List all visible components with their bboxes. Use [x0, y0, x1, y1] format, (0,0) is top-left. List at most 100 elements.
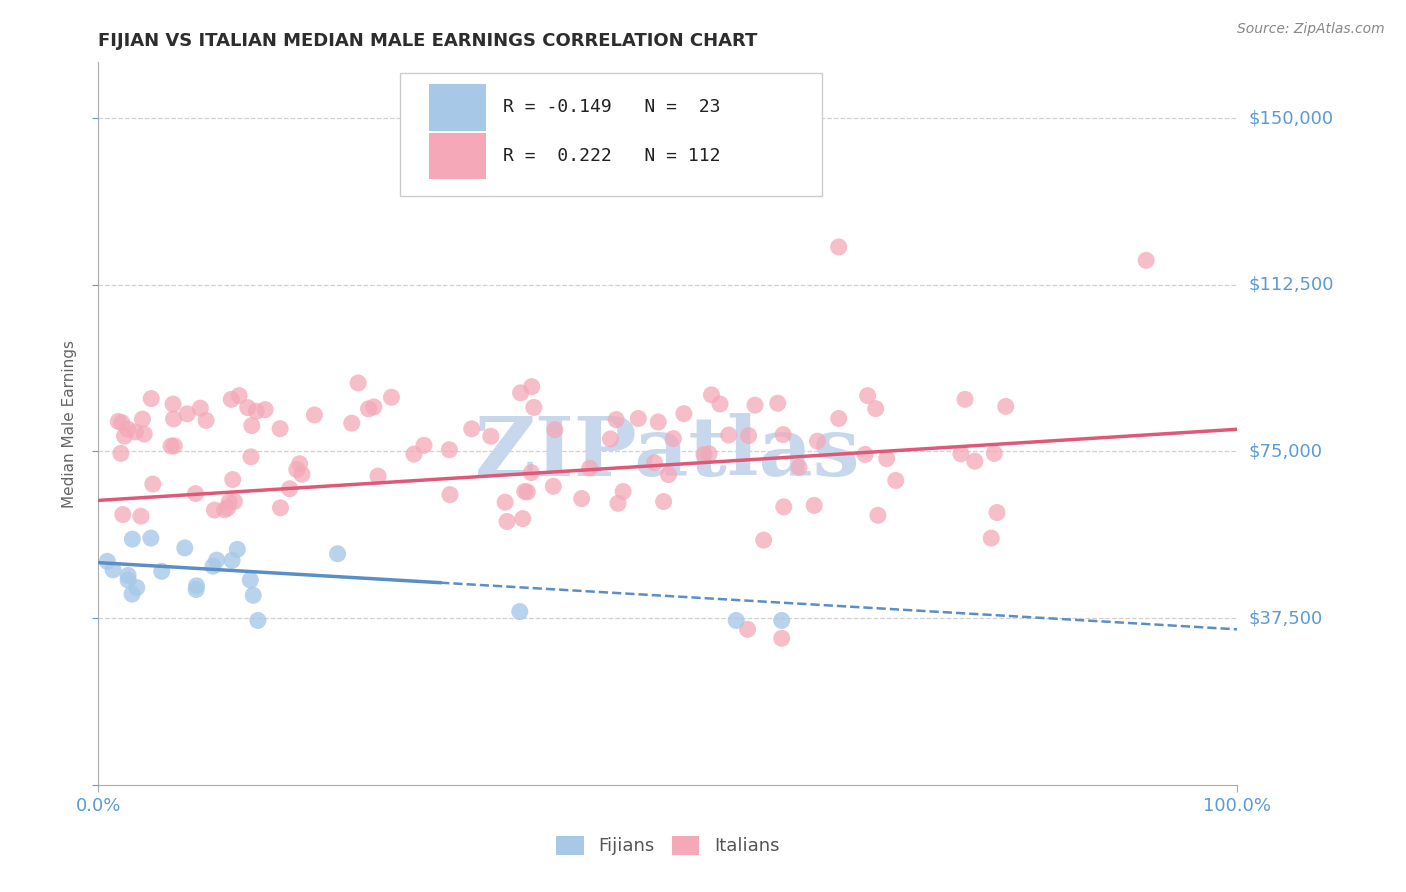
Point — [186, 582, 208, 597]
Point — [117, 573, 139, 587]
Point — [340, 416, 363, 430]
Point — [479, 429, 502, 443]
Point — [865, 401, 887, 416]
Point — [240, 418, 263, 433]
Point — [124, 425, 146, 439]
FancyBboxPatch shape — [429, 133, 485, 179]
Point — [866, 508, 889, 523]
Point — [228, 389, 250, 403]
Point — [150, 565, 173, 579]
Point — [544, 423, 567, 437]
Text: $75,000: $75,000 — [1249, 442, 1323, 460]
Point — [709, 397, 731, 411]
Point — [439, 442, 461, 457]
Point — [983, 446, 1005, 460]
Text: ZIPatlas: ZIPatlas — [475, 413, 860, 492]
Point — [509, 385, 531, 400]
Point — [367, 469, 389, 483]
Point — [803, 499, 825, 513]
Point — [828, 411, 851, 425]
Point — [125, 581, 148, 595]
Point — [876, 451, 898, 466]
Point — [693, 448, 716, 462]
Point — [121, 587, 143, 601]
Point — [513, 484, 536, 499]
Text: R =  0.222   N = 112: R = 0.222 N = 112 — [503, 147, 720, 165]
Point — [217, 500, 239, 515]
Point — [163, 439, 186, 453]
Point — [494, 495, 516, 509]
Point — [461, 422, 484, 436]
Point — [134, 427, 156, 442]
Point — [129, 509, 152, 524]
Point — [218, 495, 240, 509]
Point — [226, 542, 249, 557]
Point — [240, 450, 263, 464]
Point — [288, 457, 311, 471]
Point — [607, 496, 630, 510]
Point — [214, 502, 236, 516]
Point — [737, 623, 759, 637]
Point — [828, 240, 851, 254]
Point — [278, 482, 301, 496]
Point — [190, 401, 212, 416]
Point — [571, 491, 593, 506]
Point — [599, 432, 621, 446]
Point — [770, 632, 793, 646]
Point — [224, 494, 246, 508]
Point — [121, 532, 143, 546]
Point — [439, 488, 461, 502]
Point — [647, 415, 669, 429]
Point — [509, 605, 531, 619]
Point — [160, 439, 183, 453]
Point — [162, 412, 184, 426]
Point — [744, 398, 766, 412]
Point — [326, 547, 349, 561]
Point — [737, 428, 759, 442]
FancyBboxPatch shape — [401, 73, 821, 196]
Point — [101, 563, 124, 577]
Point — [114, 429, 136, 443]
Point — [141, 392, 163, 406]
Point — [543, 479, 565, 493]
Point — [697, 447, 720, 461]
Point — [162, 397, 184, 411]
Point — [884, 474, 907, 488]
Text: Source: ZipAtlas.com: Source: ZipAtlas.com — [1237, 22, 1385, 37]
Point — [96, 554, 118, 568]
Point — [304, 408, 326, 422]
Point — [520, 466, 543, 480]
Point — [1135, 253, 1157, 268]
Point — [413, 438, 436, 452]
Point — [173, 541, 195, 555]
Legend: Fijians, Italians: Fijians, Italians — [550, 829, 786, 863]
Point — [110, 446, 132, 460]
Point — [523, 401, 546, 415]
Point — [291, 467, 314, 482]
Point — [186, 579, 208, 593]
Point — [662, 432, 685, 446]
Point — [856, 389, 879, 403]
Point — [107, 414, 129, 428]
Point — [347, 376, 370, 390]
Point — [627, 411, 650, 425]
Point — [269, 500, 291, 515]
Point — [176, 407, 198, 421]
FancyBboxPatch shape — [429, 84, 485, 131]
Point — [142, 477, 165, 491]
Point — [239, 573, 262, 587]
Point — [221, 553, 243, 567]
Text: FIJIAN VS ITALIAN MEDIAN MALE EARNINGS CORRELATION CHART: FIJIAN VS ITALIAN MEDIAN MALE EARNINGS C… — [98, 32, 758, 50]
Point — [222, 473, 245, 487]
Point — [205, 553, 228, 567]
Point — [357, 401, 380, 416]
Point — [700, 388, 723, 402]
Point — [242, 588, 264, 602]
Point — [201, 559, 224, 574]
Y-axis label: Median Male Earnings: Median Male Earnings — [62, 340, 77, 508]
Point — [612, 484, 634, 499]
Point — [949, 447, 972, 461]
Point — [652, 494, 675, 508]
Point — [195, 413, 218, 427]
Point — [963, 454, 986, 468]
